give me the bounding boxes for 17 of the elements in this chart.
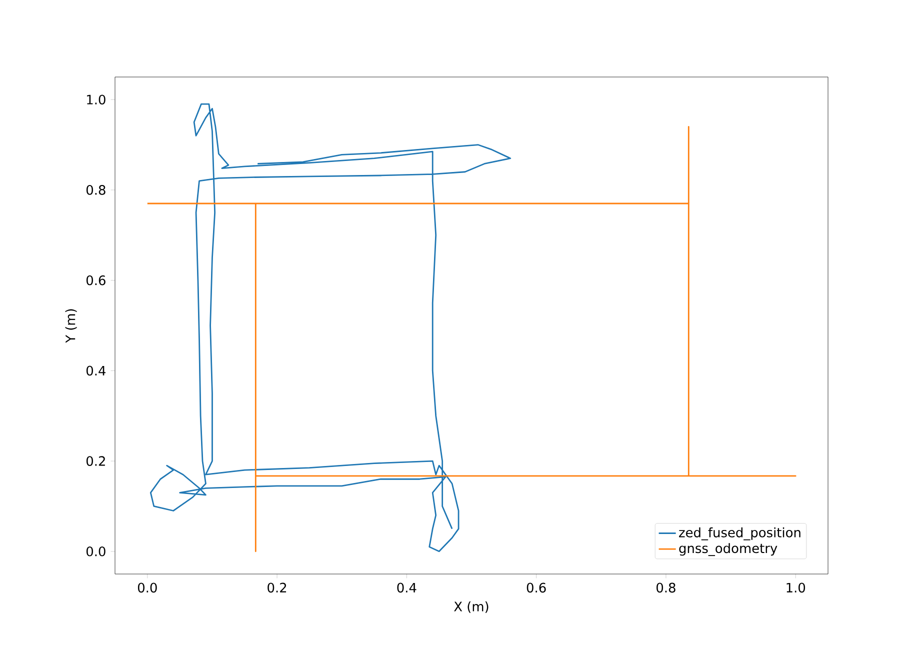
x-tick-label: 0.8 xyxy=(656,582,676,593)
legend-label: zed_fused_position xyxy=(679,527,800,540)
x-tick-label: 1.0 xyxy=(786,582,806,593)
y-axis-title: Y (m) xyxy=(65,309,77,343)
x-tick-label: 0.4 xyxy=(397,582,416,593)
y-tick-label: 1.0 xyxy=(87,94,106,104)
legend-label: gnss_odometry xyxy=(679,543,778,556)
y-tick-label: 0.2 xyxy=(86,456,105,466)
line-series xyxy=(150,103,512,552)
y-tick-label: 0.0 xyxy=(86,546,106,556)
y-tick-label: 0.4 xyxy=(86,366,106,376)
x-tick-label: 0.2 xyxy=(268,582,286,593)
x-axis-title: X (m) xyxy=(454,601,488,613)
x-tick-label: 0.0 xyxy=(138,582,157,593)
y-tick-label: 0.8 xyxy=(86,185,106,195)
y-tick-label: 0.6 xyxy=(86,275,106,286)
x-tick-label: 0.6 xyxy=(526,582,546,593)
